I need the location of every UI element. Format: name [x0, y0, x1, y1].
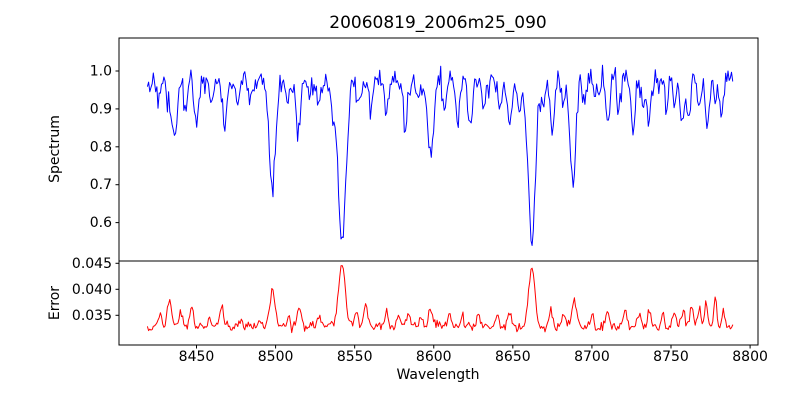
y-tick-label: 0.7 — [90, 177, 112, 193]
y-tick-label: 0.040 — [72, 282, 112, 298]
x-tick-label: 8650 — [495, 349, 531, 365]
x-tick-label: 8500 — [258, 349, 294, 365]
x-tick-label: 8600 — [416, 349, 452, 365]
y-axis-label-spectrum: Spectrum — [47, 115, 63, 183]
y-axis-label-error: Error — [47, 286, 63, 320]
y-tick-label: 0.035 — [72, 308, 112, 324]
chart-title: 20060819_2006m25_090 — [329, 13, 546, 33]
x-axis-ticks: 8450 8500 8550 8600 8650 8700 8750 8800 — [179, 345, 768, 365]
x-tick-label: 8800 — [732, 349, 768, 365]
bottom-subplot: 0.045 0.040 0.035 8450 8500 8550 8600 8650 8700… — [72, 256, 768, 365]
x-tick-label: 8700 — [574, 349, 610, 365]
y-tick-label: 0.8 — [90, 139, 112, 155]
spectrum-line — [147, 64, 734, 246]
x-tick-label: 8750 — [653, 349, 689, 365]
y-tick-label: 0.045 — [72, 256, 112, 272]
error-line — [147, 265, 734, 334]
x-tick-label: 8550 — [337, 349, 373, 365]
top-y-axis-ticks: 1.0 0.9 0.8 0.7 0.6 — [90, 64, 119, 231]
bottom-plot-frame — [118, 260, 759, 346]
y-tick-label: 1.0 — [90, 64, 112, 80]
x-axis-label: Wavelength — [396, 367, 479, 383]
bottom-y-axis-ticks: 0.045 0.040 0.035 — [72, 256, 119, 324]
y-tick-label: 0.9 — [90, 101, 112, 117]
y-tick-label: 0.6 — [90, 215, 112, 231]
x-tick-label: 8450 — [179, 349, 215, 365]
